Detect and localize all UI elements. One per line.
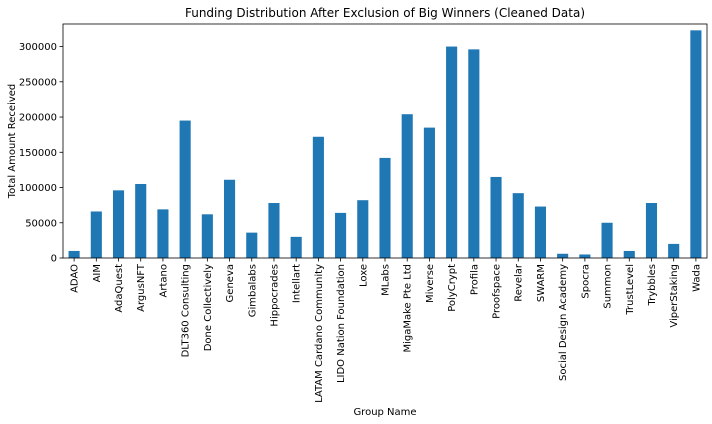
x-tick-label-17: PolyCrypt	[447, 264, 458, 312]
bar-26	[645, 203, 658, 258]
x-tick-label-1: AIM	[92, 264, 103, 282]
y-tick-label-4: 200000	[19, 113, 57, 124]
bar-13	[357, 200, 369, 258]
bar-10	[290, 236, 302, 258]
bar-24	[601, 222, 613, 258]
x-tick-label-26: Trybbles	[647, 264, 658, 307]
bar-1	[90, 211, 102, 258]
bar-9	[268, 203, 280, 258]
x-tick-label-20: Revelar	[514, 263, 525, 302]
bar-16	[423, 127, 435, 258]
x-tick-label-18: Profila	[469, 264, 480, 295]
x-tick-label-25: TrustLevel	[625, 264, 636, 316]
bar-21	[534, 206, 546, 258]
x-tick-label-6: Done Collectively	[203, 264, 214, 351]
x-tick-label-28: Wada	[691, 264, 702, 292]
bar-14	[379, 157, 391, 258]
bar-11	[312, 136, 324, 258]
x-tick-label-13: Loxe	[358, 264, 369, 287]
bar-5	[179, 120, 191, 258]
x-tick-label-23: Spocra	[580, 264, 591, 299]
x-tick-label-14: MLabs	[381, 264, 392, 296]
y-tick-label-1: 50000	[25, 218, 57, 229]
bar-19	[490, 176, 502, 258]
plot-area: 0 50000 100000 150000 200000 250000 300000 ADAO…	[19, 23, 708, 403]
x-tick-label-4: Artano	[158, 264, 169, 297]
bar-12	[335, 212, 347, 258]
bar-17	[446, 46, 458, 258]
x-tick-label-8: Gimbalabs	[247, 264, 258, 317]
bar-7	[224, 179, 236, 258]
bar-22	[557, 253, 569, 258]
chart-title: Funding Distribution After Exclusion of …	[185, 6, 585, 20]
bar-0	[68, 250, 80, 258]
y-tick-label-2: 100000	[19, 183, 57, 194]
bar-25	[623, 250, 635, 258]
y-axis-label: Total Amount Received	[7, 84, 18, 200]
x-tick-label-3: ArgusNFT	[136, 263, 147, 312]
x-tick-label-21: SWARM	[536, 264, 547, 302]
bar-4	[157, 209, 169, 258]
y-tick-label-5: 250000	[19, 77, 57, 88]
bar-6	[201, 214, 213, 258]
x-tick-label-10: Intellart	[292, 264, 303, 303]
y-tick-label-6: 300000	[19, 42, 57, 53]
x-tick-label-12: LIDO Nation Foundation	[336, 264, 347, 383]
bar-2	[112, 190, 125, 258]
bar-3	[135, 183, 147, 258]
x-tick-label-22: Social Design Academy	[558, 264, 569, 381]
bar-28	[690, 30, 702, 259]
bar-27	[668, 243, 680, 258]
x-tick-label-2: AdaQuest	[114, 264, 125, 313]
bar-23	[579, 254, 591, 258]
x-axis-label: Group Name	[353, 407, 416, 418]
x-tick-label-7: Geneva	[225, 264, 236, 302]
x-tick-label-19: Proofspace	[492, 264, 503, 319]
bar-15	[401, 114, 413, 258]
y-tick-label-0: 0	[51, 254, 57, 265]
bar-18	[468, 49, 480, 259]
x-tick-label-0: ADAO	[70, 264, 81, 293]
bar-20	[512, 193, 524, 258]
x-tick-label-5: DLT360 Consulting	[181, 264, 192, 357]
x-tick-label-9: Hippocrades	[269, 264, 280, 327]
y-tick-label-3: 150000	[19, 148, 57, 159]
bar-8	[246, 232, 258, 258]
x-tick-label-27: ViperStaking	[669, 264, 680, 328]
x-tick-label-11: LATAM Cardano Community	[314, 264, 325, 403]
x-tick-label-16: Miverse	[425, 264, 436, 303]
x-tick-label-24: Summon	[603, 264, 614, 309]
x-tick-label-15: MigaMake Pte Ltd	[403, 264, 414, 353]
